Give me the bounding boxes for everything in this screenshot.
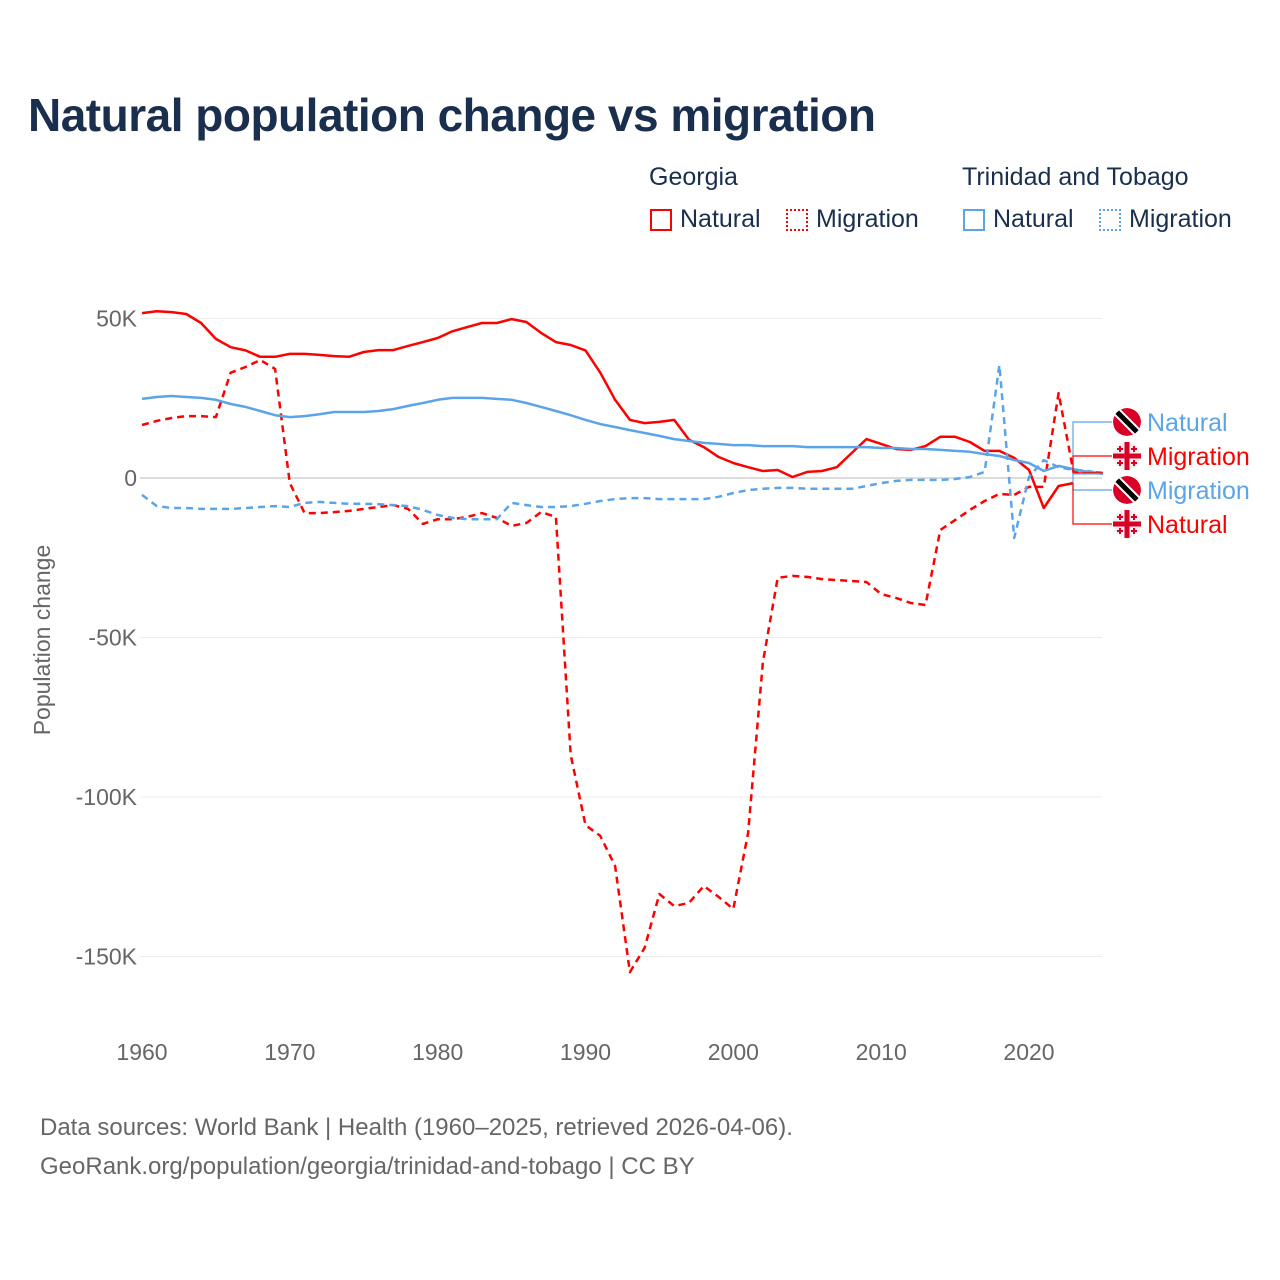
series-line-trinidad-and-tobago-migration xyxy=(141,363,1104,540)
x-tick-label: 2010 xyxy=(856,1039,907,1065)
end-label: Migration xyxy=(1147,443,1250,471)
y-tick-label: 50K xyxy=(96,306,138,332)
flag-small-cross xyxy=(1119,514,1121,520)
flag-small-cross xyxy=(1133,446,1135,452)
x-tick-label: 2000 xyxy=(708,1039,759,1065)
end-label-connector xyxy=(1072,421,1112,475)
y-tick-label: -150K xyxy=(76,944,138,970)
flag-small-cross xyxy=(1133,528,1135,534)
footer-sources: Data sources: World Bank | Health (1960–… xyxy=(40,1114,793,1141)
series-line-trinidad-and-tobago-natural xyxy=(141,394,1104,476)
legend-georgia-natural[interactable]: Natural xyxy=(650,205,761,234)
end-label-connector xyxy=(1072,482,1112,525)
x-tick-label: 1990 xyxy=(560,1039,611,1065)
end-label: Migration xyxy=(1147,477,1250,505)
legend-swatch-solid xyxy=(963,208,985,231)
x-tick-label: 1960 xyxy=(116,1039,167,1065)
x-tick-label: 2020 xyxy=(1003,1039,1054,1065)
legend-swatch-dotted xyxy=(1099,208,1121,231)
end-label: Natural xyxy=(1147,409,1228,437)
flag-small-cross xyxy=(1133,460,1135,466)
chart-title: Natural population change vs migration xyxy=(28,89,876,141)
y-tick-label: -100K xyxy=(76,784,138,810)
end-label-connector xyxy=(1072,473,1112,491)
flag-body xyxy=(1113,408,1141,436)
flag-cross xyxy=(1124,510,1130,538)
flag-body xyxy=(1113,476,1141,504)
flag-small-cross xyxy=(1119,446,1121,452)
georgia-flag-icon xyxy=(1113,510,1141,538)
x-tick-label: 1980 xyxy=(412,1039,463,1065)
flag-small-cross xyxy=(1119,460,1121,466)
georgia-flag-icon xyxy=(1113,442,1141,470)
y-axis-label: Population change xyxy=(29,545,55,736)
flag-small-cross xyxy=(1119,528,1121,534)
legend-label: Natural xyxy=(993,205,1074,233)
legend-label: Natural xyxy=(680,205,761,233)
legend-trinidad-migration[interactable]: Migration xyxy=(1099,205,1232,234)
legend-swatch-solid xyxy=(650,208,672,231)
x-tick-label: 1970 xyxy=(264,1039,315,1065)
footer: Data sources: World Bank | Health (1960–… xyxy=(40,1108,793,1186)
legend-georgia-migration[interactable]: Migration xyxy=(786,205,919,234)
legend-swatch-dotted xyxy=(786,208,808,231)
legend-group-trinidad: Trinidad and Tobago xyxy=(962,163,1189,191)
flag-stripe-black xyxy=(1113,408,1141,436)
legend-label: Migration xyxy=(1129,205,1232,233)
y-tick-label: -50K xyxy=(88,625,137,651)
series-line-georgia-migration xyxy=(141,358,1103,974)
legend-trinidad-natural[interactable]: Natural xyxy=(963,205,1074,234)
trinidad-flag-icon xyxy=(1113,408,1141,436)
trinidad-flag-icon xyxy=(1113,476,1141,504)
legend-group-georgia: Georgia xyxy=(649,163,738,191)
end-label: Natural xyxy=(1147,511,1228,539)
legend-label: Migration xyxy=(816,205,919,233)
flag-stripe-black xyxy=(1113,476,1141,504)
flag-small-cross xyxy=(1133,514,1135,520)
footer-link[interactable]: GeoRank.org/population/georgia/trinidad-… xyxy=(40,1153,695,1180)
flag-cross xyxy=(1124,442,1130,470)
y-tick-label: 0 xyxy=(124,465,137,491)
end-label-connector xyxy=(1072,455,1112,474)
